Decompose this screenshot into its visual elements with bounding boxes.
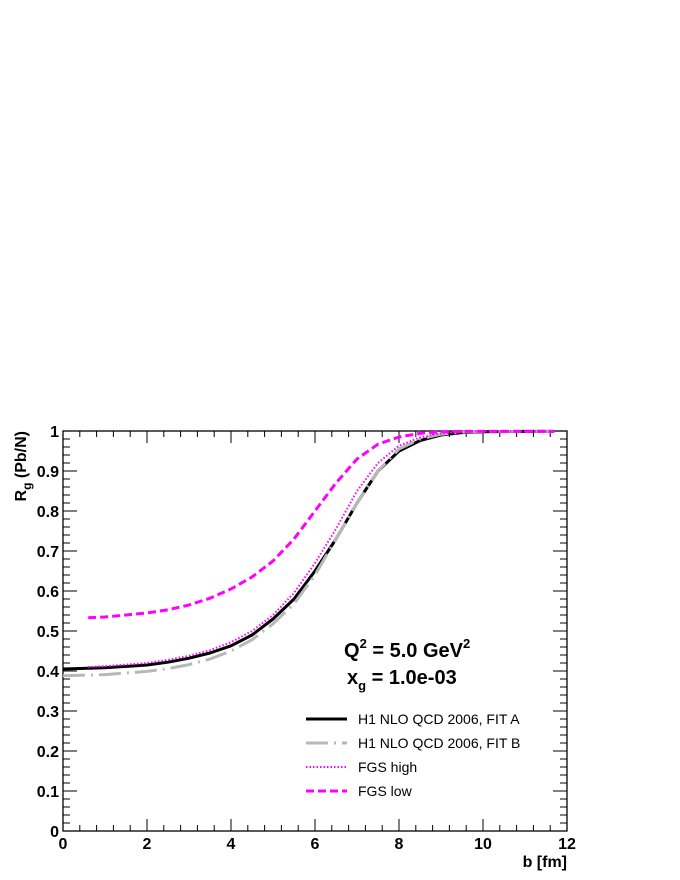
y-tick-label: 0 — [50, 824, 59, 841]
series-line-3 — [88, 429, 555, 620]
legend-label: H1 NLO QCD 2006, FIT A — [358, 711, 520, 727]
y-tick-label: 0.5 — [37, 624, 59, 641]
series-line-2 — [88, 430, 555, 668]
y-tick-label: 0.6 — [37, 584, 59, 601]
y-tick-label: 1 — [50, 424, 59, 441]
x-tick-label: 2 — [143, 836, 152, 853]
y-tick-label: 0.8 — [37, 504, 59, 521]
x-tick-label: 4 — [227, 836, 236, 853]
legend-label: FGS low — [358, 783, 413, 799]
y-tick-label: 0.9 — [37, 464, 59, 481]
y-tick-label: 0.2 — [37, 744, 59, 761]
axis-ticks — [62, 430, 568, 832]
series-line-0 — [62, 429, 555, 671]
y-tick-label: 0.4 — [37, 664, 59, 681]
legend-label: H1 NLO QCD 2006, FIT B — [358, 735, 520, 751]
x-axis-title: b [fm] — [523, 854, 567, 871]
legend: H1 NLO QCD 2006, FIT A H1 NLO QCD 2006, F… — [306, 711, 520, 799]
annotation-xg: xg = 1.0e-03 — [347, 667, 457, 693]
x-tick-label: 0 — [59, 836, 68, 853]
plot-frame — [62, 430, 568, 832]
x-tick-label: 8 — [395, 836, 404, 853]
axis-tick-labels: 0 2 4 6 8 10 12 0 0.1 0.2 0.3 0.4 0.5 0.6 0.7 0.8 0.9 1 — [37, 424, 576, 853]
x-tick-label: 12 — [558, 836, 576, 853]
x-tick-label: 6 — [311, 836, 320, 853]
series-line-1 — [62, 429, 555, 678]
x-tick-label: 10 — [474, 836, 492, 853]
y-tick-label: 0.3 — [37, 704, 59, 721]
y-axis-title: Rg (Pb/N) — [13, 431, 34, 501]
annotation-q2: Q2 = 5.0 GeV2 — [344, 636, 470, 662]
series-curves — [62, 429, 555, 678]
legend-label: FGS high — [358, 759, 417, 775]
y-tick-label: 0.7 — [37, 544, 59, 561]
y-tick-label: 0.1 — [37, 784, 59, 801]
